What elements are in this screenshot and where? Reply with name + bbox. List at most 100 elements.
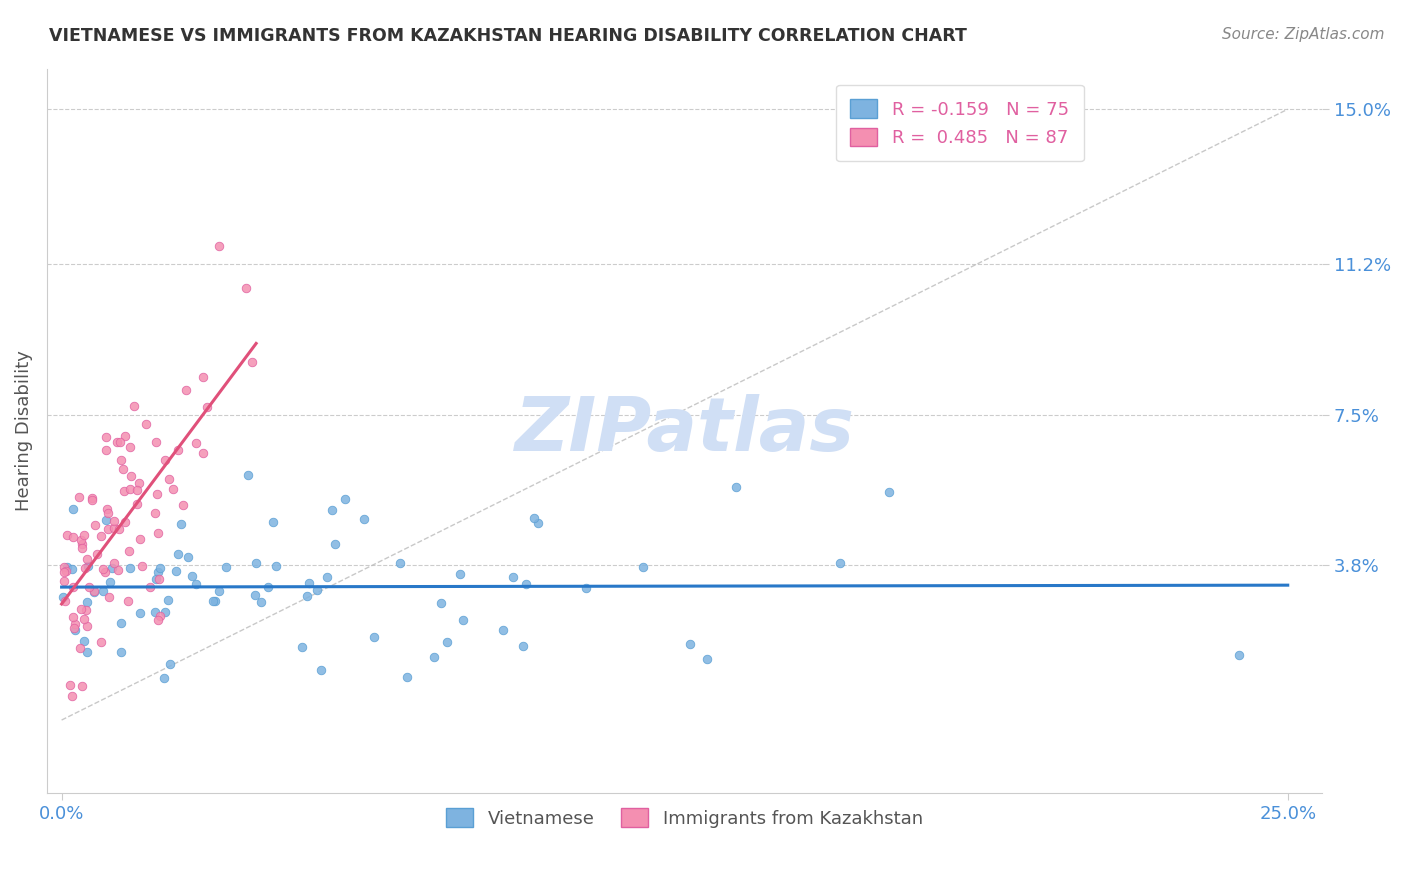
Point: [62, 609, 84, 624]
Text: VIETNAMESE VS IMMIGRANTS FROM KAZAKHSTAN HEARING DISABILITY CORRELATION CHART: VIETNAMESE VS IMMIGRANTS FROM KAZAKHSTAN…: [49, 27, 967, 45]
Point: [295, 589, 318, 603]
Point: [69, 640, 91, 655]
Point: [83, 585, 105, 599]
Point: [191, 446, 214, 460]
Point: [159, 472, 181, 486]
Point: [240, 355, 263, 369]
Point: [76, 619, 98, 633]
Point: [1227, 648, 1250, 663]
Point: [75, 561, 97, 575]
Point: [112, 462, 135, 476]
Point: [97, 522, 120, 536]
Point: [83, 584, 105, 599]
Point: [512, 639, 534, 653]
Point: [167, 442, 190, 457]
Point: [94, 513, 117, 527]
Point: [170, 517, 193, 532]
Y-axis label: Hearing Disability: Hearing Disability: [15, 351, 32, 511]
Point: [245, 556, 267, 570]
Point: [152, 672, 174, 686]
Point: [70, 541, 93, 555]
Point: [172, 498, 194, 512]
Point: [125, 497, 148, 511]
Point: [235, 281, 257, 295]
Point: [131, 559, 153, 574]
Point: [333, 492, 356, 507]
Point: [98, 591, 121, 605]
Point: [108, 434, 131, 449]
Point: [56, 560, 79, 574]
Point: [184, 576, 207, 591]
Point: [526, 516, 548, 530]
Point: [91, 584, 114, 599]
Point: [679, 637, 702, 651]
Point: [146, 614, 169, 628]
Point: [58, 678, 80, 692]
Point: [145, 573, 167, 587]
Point: [724, 480, 747, 494]
Point: [120, 561, 142, 575]
Point: [575, 582, 598, 596]
Point: [96, 506, 118, 520]
Point: [62, 580, 84, 594]
Point: [264, 559, 287, 574]
Text: ZIPatlas: ZIPatlas: [515, 394, 855, 467]
Point: [114, 483, 136, 498]
Point: [53, 565, 76, 579]
Point: [146, 565, 169, 579]
Point: [107, 522, 129, 536]
Point: [84, 518, 107, 533]
Point: [146, 525, 169, 540]
Point: [94, 430, 117, 444]
Legend: Vietnamese, Immigrants from Kazakhstan: Vietnamese, Immigrants from Kazakhstan: [439, 801, 931, 835]
Point: [53, 560, 76, 574]
Point: [114, 515, 136, 529]
Point: [76, 645, 98, 659]
Point: [80, 492, 103, 507]
Point: [55, 565, 77, 579]
Point: [62, 531, 84, 545]
Point: [184, 436, 207, 450]
Point: [93, 562, 115, 576]
Point: [67, 490, 90, 504]
Point: [120, 469, 142, 483]
Point: [353, 512, 375, 526]
Point: [77, 559, 100, 574]
Point: [103, 521, 125, 535]
Point: [62, 689, 84, 703]
Point: [208, 584, 231, 599]
Point: [155, 452, 177, 467]
Point: [307, 583, 329, 598]
Point: [105, 435, 128, 450]
Point: [96, 501, 118, 516]
Point: [94, 443, 117, 458]
Point: [63, 621, 86, 635]
Point: [145, 506, 167, 520]
Point: [98, 575, 121, 590]
Point: [321, 502, 343, 516]
Point: [236, 467, 259, 482]
Point: [56, 528, 79, 542]
Point: [53, 594, 76, 608]
Point: [830, 556, 852, 570]
Point: [139, 580, 162, 594]
Point: [181, 569, 204, 583]
Point: [195, 401, 218, 415]
Point: [155, 605, 177, 619]
Point: [103, 556, 125, 570]
Point: [94, 565, 117, 579]
Point: [291, 640, 314, 654]
Point: [90, 634, 112, 648]
Point: [257, 580, 280, 594]
Point: [877, 484, 900, 499]
Point: [122, 400, 145, 414]
Point: [696, 651, 718, 665]
Point: [262, 515, 284, 529]
Point: [62, 562, 84, 576]
Point: [72, 528, 94, 542]
Point: [76, 552, 98, 566]
Point: [80, 491, 103, 505]
Point: [118, 440, 141, 454]
Point: [149, 560, 172, 574]
Point: [423, 650, 446, 665]
